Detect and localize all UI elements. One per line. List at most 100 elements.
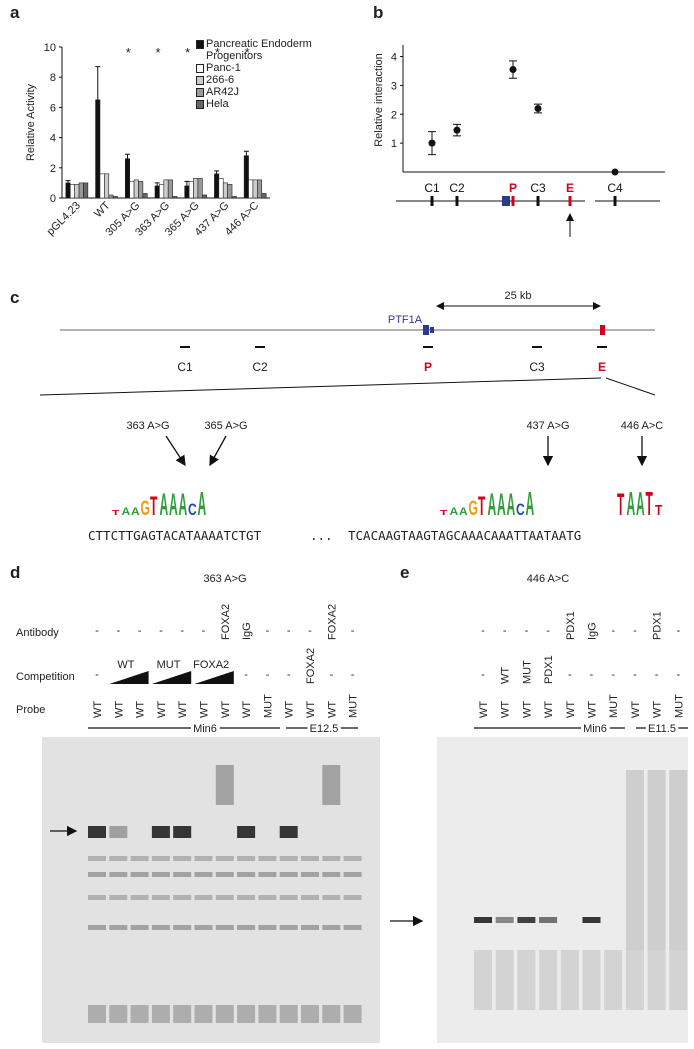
probe-label: WT [587,701,599,718]
legend-swatch [196,76,204,85]
significance: * [185,45,190,60]
logo-glyph: A [160,489,169,523]
logo-glyph: A [507,489,516,523]
gel-image [437,737,688,1043]
bar [172,196,178,199]
gel-band [237,872,256,877]
bar [184,185,190,199]
panel-label: b [373,3,383,22]
probe-label: WT [478,701,490,718]
scale-label: 25 kb [505,290,532,302]
gel-band [301,856,319,861]
probe-label: WT [241,701,253,718]
bar [257,179,263,199]
gel-band [279,925,298,930]
antibody-label: - [159,625,163,637]
logo-glyph: T [112,509,119,517]
sequence: CTTCTTGAGTACATAAAATCTGT [88,528,262,543]
logo-glyph: A [169,489,178,523]
x-tick-label: WT [92,199,113,220]
legend-label: 266-6 [206,74,235,86]
gel-band [625,950,644,1010]
probe-label: WT [177,701,189,718]
error-bar [184,180,190,186]
panel-label: d [10,563,20,582]
competition-label: - [633,669,637,681]
bar [248,179,254,199]
error-bar [214,170,220,174]
x-tick-label: P [509,181,517,195]
gel-band [151,895,170,900]
bar [159,184,165,199]
bar [243,155,249,199]
legend: Pancreatic Endoderm Progenitors Panc-1 266… [196,38,346,110]
competition-label: - [611,669,615,681]
gel-band [582,917,601,923]
bar [193,178,199,199]
region-label: C1 [177,360,193,374]
error-bar [243,150,249,156]
bar [78,182,84,199]
gel-band [669,950,688,1010]
gel-band [301,925,319,930]
probe-label: WT [326,701,338,718]
probe-label: WT [521,701,533,718]
panel-title: 446 A>C [527,573,570,585]
logo-glyph: A [526,486,535,523]
gel-band [258,856,277,861]
gel-band [194,895,213,900]
antibody-label: - [138,625,142,637]
probe-label: WT [284,701,296,718]
antibody-label: - [95,625,99,637]
dot [453,126,461,134]
antibody-label: - [633,625,637,637]
competition-label: - [244,669,248,681]
bar [167,179,173,199]
bar [83,182,89,199]
competition-label: WT [500,667,512,684]
bar [202,194,208,199]
probe-label: MUT [262,694,274,718]
error-bar [65,180,71,183]
legend-label: Panc-1 [206,62,241,74]
row-label: Competition [16,671,75,683]
gel-band [215,765,234,805]
gel-band [237,895,256,900]
y-tick-label: 4 [391,52,397,64]
antibody-label: - [351,625,355,637]
logo-glyph: A [627,486,636,523]
panel-label: e [400,563,409,582]
error-bar [124,153,130,159]
dot [509,66,517,74]
gel-band [322,856,341,861]
competition-label: - [676,669,680,681]
region-label: P [424,360,432,374]
antibody-label: - [287,625,291,637]
gel-band [647,770,666,950]
competition-label: - [655,669,659,681]
gel-band [258,895,277,900]
competition-label: - [287,669,291,681]
gel-band [173,1005,192,1023]
probe-label: WT [305,701,317,718]
legend-entry: Panc-1 [196,62,346,74]
logo-glyph: T [655,502,662,518]
gel-band [539,917,558,923]
gel-band [109,895,128,900]
probe-label: WT [543,701,555,718]
bar [197,178,203,199]
gel-band [109,925,128,930]
antibody-label: IgG [241,622,253,640]
bar [261,193,267,199]
logo-glyph: A [450,506,459,517]
gel-band [474,950,492,1010]
probe-label: WT [135,701,147,718]
group-label: E11.5 [648,723,676,735]
logo-glyph: T [440,509,447,517]
line [605,377,656,396]
significance: * [215,45,220,60]
gel-band [130,1005,149,1023]
gel-band [151,1005,170,1023]
gene-box [423,325,429,335]
logo-glyph: C [516,501,525,519]
